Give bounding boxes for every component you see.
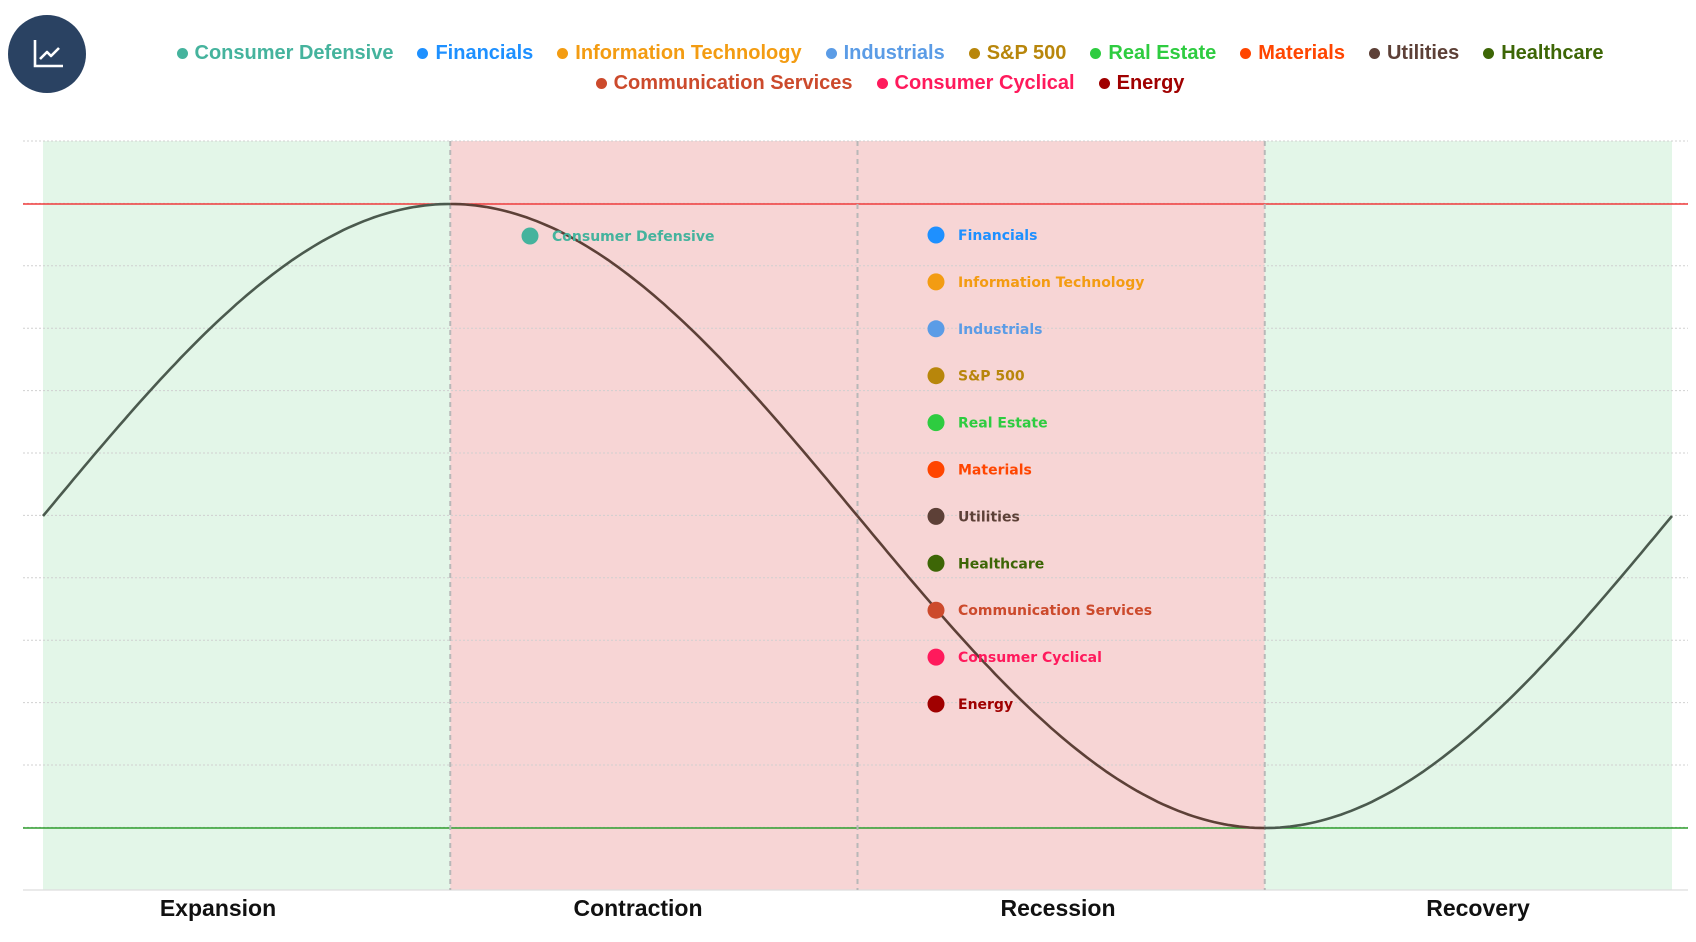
sector-point: Real Estate (927, 414, 1048, 432)
sector-point: Utilities (927, 507, 1020, 525)
legend-label: Financials (435, 41, 534, 64)
sector-point-label: Healthcare (958, 556, 1044, 572)
sector-point-marker (927, 695, 945, 713)
curve-segment-recession (856, 515, 1265, 830)
legend-dot-icon (1483, 47, 1495, 59)
curve-segment-expansion (42, 202, 451, 517)
sector-point-marker (927, 414, 945, 432)
phase-band-expansion (43, 141, 451, 890)
sector-point-label: Utilities (958, 509, 1020, 525)
legend-label: S&P 500 (986, 41, 1067, 64)
legend-dot-icon (1098, 77, 1110, 89)
legend-label: Information Technology (575, 41, 802, 64)
phase-band-contraction (450, 141, 858, 890)
legend-dot-icon (1240, 47, 1252, 59)
legend-dot-icon (1368, 47, 1380, 59)
legend-item[interactable]: Industrials (825, 41, 945, 65)
legend-item[interactable]: Healthcare (1483, 41, 1604, 65)
legend-label: Consumer Cyclical (894, 71, 1075, 94)
legend-label: Energy (1116, 71, 1185, 94)
legend-item[interactable]: Energy (1098, 71, 1185, 95)
phase-label-contraction: Contraction (573, 895, 702, 921)
sector-point: Communication Services (927, 601, 1152, 619)
legend-dot-icon (595, 77, 607, 89)
legend-row: Communication Services Consumer Cyclical E… (140, 68, 1640, 98)
sector-point-marker (927, 367, 945, 385)
sector-points: Consumer Defensive Financials Information … (521, 226, 1152, 713)
sector-point: Consumer Defensive (521, 227, 714, 245)
sector-point: Energy (927, 695, 1013, 713)
legend-dot-icon (417, 47, 429, 59)
sector-point-label: Financials (958, 228, 1037, 244)
legend-label: Real Estate (1108, 41, 1217, 64)
legend-dot-icon (968, 47, 980, 59)
sector-point: Information Technology (927, 273, 1144, 291)
legend-label: Consumer Defensive (194, 41, 394, 64)
logo[interactable] (8, 15, 86, 93)
sector-point-marker (521, 227, 539, 245)
legend-dot-icon (1090, 47, 1102, 59)
legend-dot-icon (825, 47, 837, 59)
sector-point-marker (927, 554, 945, 572)
reference-lines (23, 203, 1688, 829)
legend-item[interactable]: Communication Services (595, 71, 853, 95)
phase-label-expansion: Expansion (160, 895, 276, 921)
curve-segment-contraction (450, 202, 859, 517)
phase-label-recession: Recession (1000, 895, 1115, 921)
sector-point-label: Consumer Cyclical (958, 650, 1102, 666)
legend-label: Communication Services (613, 71, 853, 94)
sector-point-marker (927, 273, 945, 291)
phase-dividers (449, 141, 1266, 890)
legend-label: Healthcare (1501, 41, 1604, 64)
legend-label: Utilities (1386, 41, 1460, 64)
sector-point-marker (927, 320, 945, 338)
sector-point-label: Industrials (958, 322, 1042, 338)
legend-dot-icon (876, 77, 888, 89)
legend-item[interactable]: Consumer Defensive (176, 41, 394, 65)
sector-point-label: Materials (958, 463, 1032, 479)
sector-point-marker (927, 601, 945, 619)
legend-dot-icon (176, 47, 188, 59)
legend-item[interactable]: Information Technology (557, 41, 802, 65)
cycle-curve (42, 202, 1673, 830)
phase-labels: Expansion Contraction Recession Recovery (160, 895, 1530, 921)
legend-item[interactable]: Consumer Cyclical (876, 71, 1075, 95)
sector-point-marker (927, 461, 945, 478)
sector-point: Industrials (927, 320, 1042, 338)
sector-point-label: S&P 500 (958, 369, 1025, 385)
curve-segment-recovery (1264, 515, 1673, 830)
sector-point-label: Information Technology (958, 275, 1144, 291)
sector-point: S&P 500 (927, 367, 1025, 385)
legend-item[interactable]: Financials (417, 42, 533, 65)
legend: Consumer Defensive Financials Information … (140, 38, 1640, 98)
phase-label-recovery: Recovery (1426, 895, 1530, 921)
legend-dot-icon (557, 47, 569, 59)
legend-label: Industrials (843, 41, 945, 64)
sector-point-marker (927, 226, 945, 244)
legend-label: Materials (1258, 41, 1345, 64)
sector-point-marker (927, 507, 945, 525)
line-chart-icon (33, 40, 63, 68)
legend-item[interactable]: Materials (1240, 42, 1345, 65)
legend-item[interactable]: S&P 500 (968, 41, 1067, 65)
legend-item[interactable]: Real Estate (1090, 42, 1216, 65)
sector-point-label: Real Estate (958, 416, 1048, 432)
sector-point: Materials (927, 461, 1032, 479)
sector-point: Consumer Cyclical (927, 648, 1102, 666)
legend-row: Consumer Defensive Financials Information … (140, 38, 1640, 68)
sector-point-marker (927, 648, 945, 666)
sector-point: Financials (927, 226, 1037, 244)
sector-point-label: Consumer Defensive (552, 229, 714, 245)
sector-point-label: Energy (958, 697, 1013, 713)
legend-item[interactable]: Utilities (1368, 41, 1460, 65)
sector-point-label: Communication Services (958, 603, 1152, 619)
sector-point: Healthcare (927, 554, 1044, 572)
